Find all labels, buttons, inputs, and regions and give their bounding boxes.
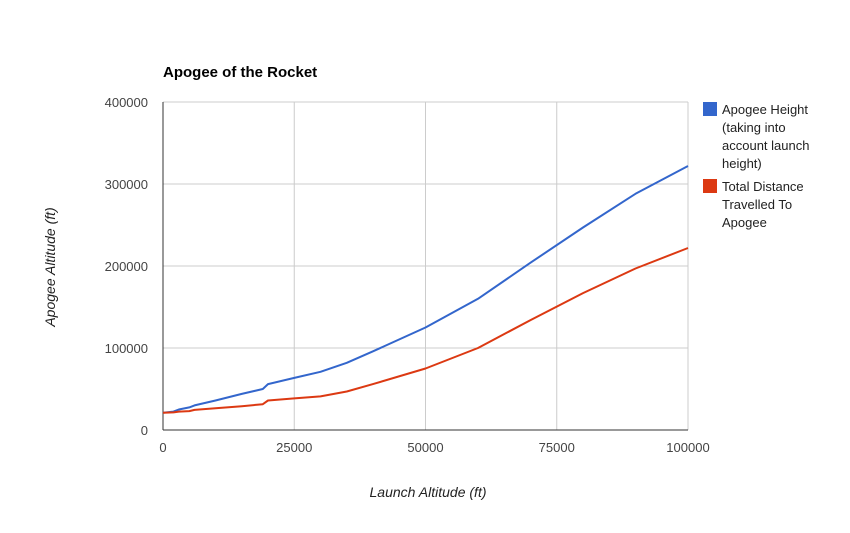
chart-title: Apogee of the Rocket (163, 64, 317, 81)
legend-entry-1: Apogee Height (taking into account launch h… (703, 102, 809, 171)
y-tick-label: 300000 (105, 177, 148, 192)
y-tick-label: 200000 (105, 259, 148, 274)
x-tick-label: 100000 (666, 440, 709, 455)
y-tick-label: 100000 (105, 341, 148, 356)
series-line-1 (162, 165, 689, 414)
x-tick-label: 75000 (539, 440, 575, 455)
x-axis-title: Launch Altitude (ft) (370, 484, 487, 500)
x-tick-label: 50000 (407, 440, 443, 455)
tick-labels: 0 100000 200000 300000 400000 0 25000 50000 7500… (105, 95, 710, 455)
series-lines (162, 165, 689, 414)
legend-swatch (703, 102, 717, 116)
y-axis-title: Apogee Altitude (ft) (42, 207, 58, 327)
x-tick-label: 25000 (276, 440, 312, 455)
y-tick-label: 0 (141, 423, 148, 438)
y-tick-label: 400000 (105, 95, 148, 110)
legend-entry-2: Total Distance Travelled To Apogee (703, 179, 804, 230)
legend-label: Total Distance Travelled To Apogee (722, 179, 804, 230)
x-tick-label: 0 (159, 440, 166, 455)
gridlines (162, 101, 689, 431)
legend-swatch (703, 179, 717, 193)
legend: Apogee Height (taking into account launch h… (703, 102, 809, 230)
series-line-2 (162, 247, 689, 414)
legend-label: Apogee Height (taking into account launch h… (722, 102, 809, 171)
axes (162, 102, 688, 431)
